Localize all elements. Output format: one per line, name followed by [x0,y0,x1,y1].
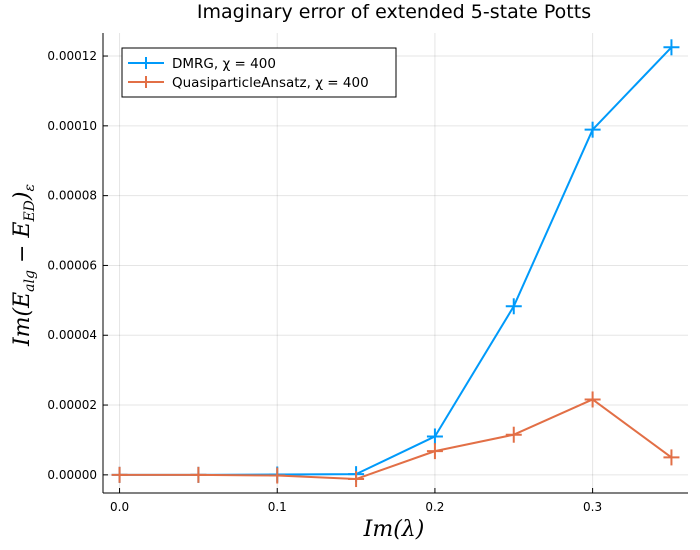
y-tick-label: 0.00010 [47,119,97,133]
y-tick-label: 0.00000 [47,468,97,482]
y-tick-label: 0.00006 [47,258,97,272]
data-point [426,428,443,445]
data-point [505,298,522,315]
y-tick-label: 0.00012 [47,49,97,63]
series-2 [111,391,680,488]
series-line [119,398,673,481]
data-point [584,121,601,138]
legend-item: QuasiparticleAnsatz, χ = 400 [128,75,369,91]
y-tick-label: 0.00004 [47,328,97,342]
series-1 [111,39,680,483]
legend: DMRG, χ = 400 QuasiparticleAnsatz, χ = 40… [121,47,397,98]
x-tick-label: 0.0 [110,500,129,514]
chart-title: Imaginary error of extended 5-state Pott… [197,1,591,23]
legend-label: QuasiparticleAnsatz, χ = 400 [172,75,369,91]
data-point [584,391,601,408]
data-point [190,466,207,483]
data-point [348,471,365,488]
axes: 0.0 0.1 0.2 0.3 0.00000 0.00002 0.00004 0.00006… [47,33,688,514]
legend-item: DMRG, χ = 400 [128,56,276,72]
x-tick-label: 0.1 [268,500,287,514]
x-tick-label: 0.2 [425,500,444,514]
y-tick-label: 0.00002 [47,398,97,412]
y-tick-label: 0.00008 [47,189,97,203]
data-point [663,39,680,56]
x-axis-label: Im(λ) [363,517,425,542]
data-point [426,443,443,460]
grid-lines [103,33,688,493]
legend-label: DMRG, χ = 400 [172,56,276,72]
data-point [505,426,522,443]
y-axis-label: Im(Ealg − EED)ε [10,184,38,347]
data-point [269,467,286,484]
data-point [111,466,128,483]
series-line [119,46,673,476]
series-layer [111,39,680,488]
x-tick-label: 0.3 [583,500,602,514]
legend-box [121,47,397,98]
data-point [663,449,680,466]
